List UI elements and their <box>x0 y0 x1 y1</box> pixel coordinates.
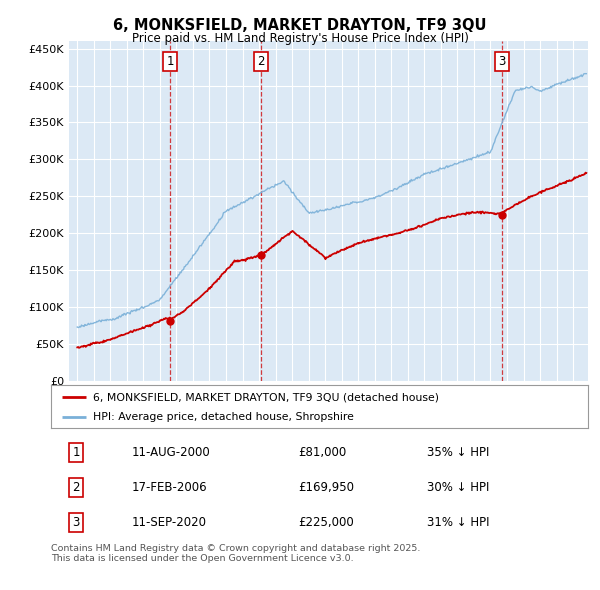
Text: £225,000: £225,000 <box>298 516 354 529</box>
Text: 2: 2 <box>257 55 265 68</box>
Text: 31% ↓ HPI: 31% ↓ HPI <box>427 516 490 529</box>
Text: HPI: Average price, detached house, Shropshire: HPI: Average price, detached house, Shro… <box>93 412 354 422</box>
Text: Price paid vs. HM Land Registry's House Price Index (HPI): Price paid vs. HM Land Registry's House … <box>131 32 469 45</box>
Text: 11-SEP-2020: 11-SEP-2020 <box>131 516 206 529</box>
Text: 35% ↓ HPI: 35% ↓ HPI <box>427 446 489 459</box>
Text: £81,000: £81,000 <box>298 446 346 459</box>
Text: 1: 1 <box>73 446 80 459</box>
Text: 30% ↓ HPI: 30% ↓ HPI <box>427 481 489 494</box>
Text: 17-FEB-2006: 17-FEB-2006 <box>131 481 207 494</box>
Text: Contains HM Land Registry data © Crown copyright and database right 2025.
This d: Contains HM Land Registry data © Crown c… <box>51 544 421 563</box>
Text: 1: 1 <box>166 55 174 68</box>
Text: 6, MONKSFIELD, MARKET DRAYTON, TF9 3QU (detached house): 6, MONKSFIELD, MARKET DRAYTON, TF9 3QU (… <box>93 392 439 402</box>
Text: 3: 3 <box>73 516 80 529</box>
Text: 2: 2 <box>73 481 80 494</box>
Text: £169,950: £169,950 <box>298 481 354 494</box>
Text: 3: 3 <box>499 55 506 68</box>
Text: 11-AUG-2000: 11-AUG-2000 <box>131 446 211 459</box>
Text: 6, MONKSFIELD, MARKET DRAYTON, TF9 3QU: 6, MONKSFIELD, MARKET DRAYTON, TF9 3QU <box>113 18 487 32</box>
